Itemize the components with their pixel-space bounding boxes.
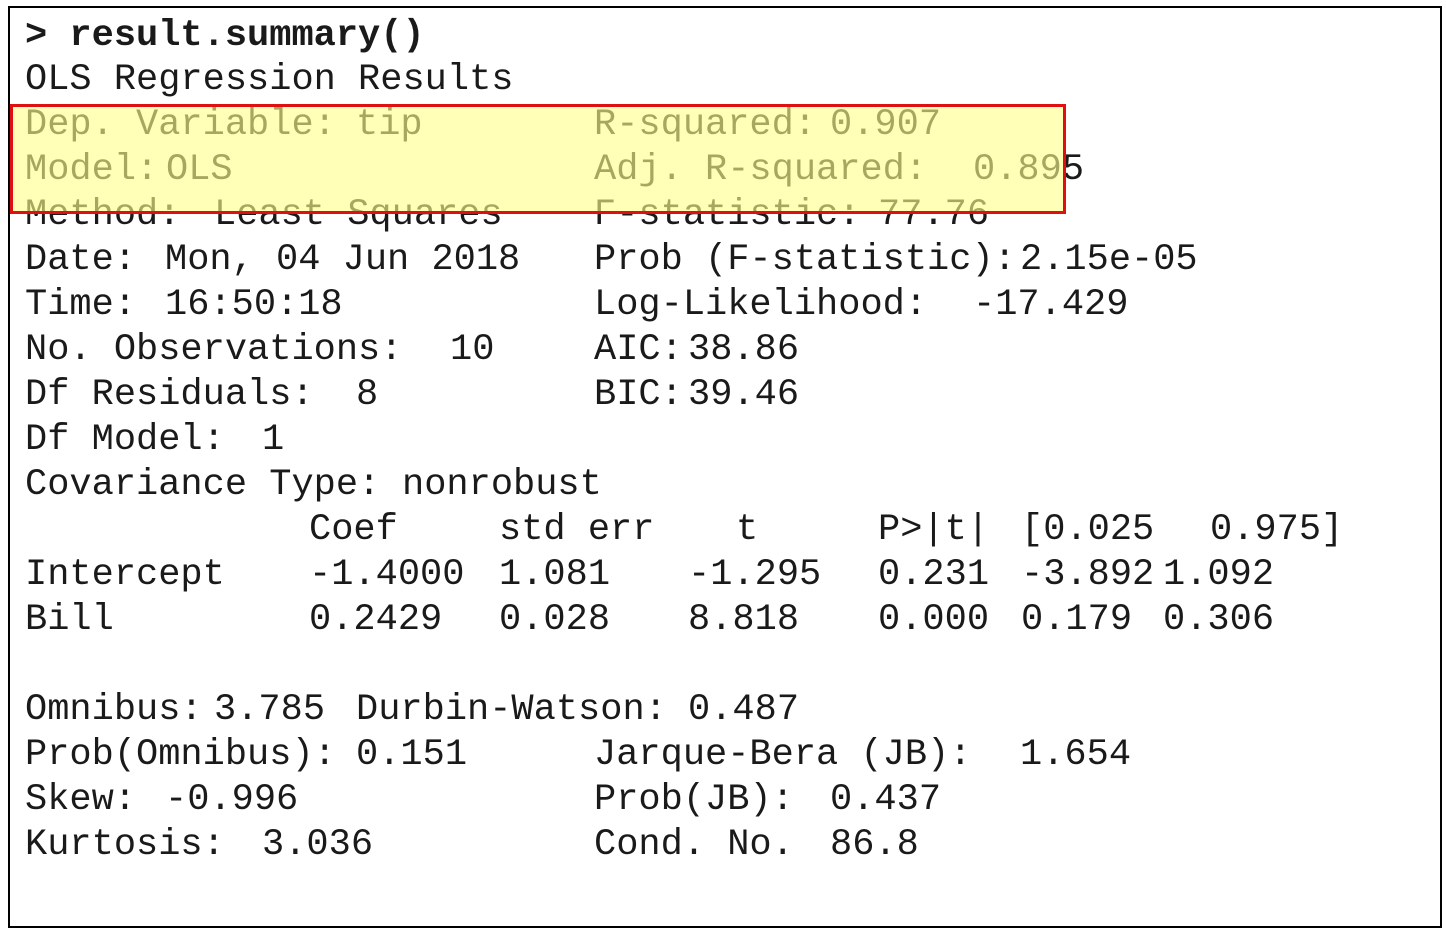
cell: 0.179 [1021,598,1133,641]
column-header: std err [499,508,655,551]
column-header: Coef [309,508,398,551]
summary-value: nonrobust [402,463,602,506]
summary-label: Prob (F-statistic): [594,238,1016,281]
cell: -1.295 [688,553,822,596]
diagnostic-label: Prob(Omnibus): [25,733,336,776]
diagnostic-label: Cond. No. [594,823,794,866]
summary-label: Log-Likelihood: [594,283,928,326]
command: > result.summary() [25,14,425,57]
diagnostic-value: 1.654 [1020,733,1132,776]
summary-value: -17.429 [973,283,1129,326]
summary-value: 2.15e-05 [1020,238,1198,281]
diagnostic-label: Jarque-Bera (JB): [594,733,972,776]
summary-label: Df Model: [25,418,225,461]
cell: 0.231 [878,553,990,596]
diagnostic-value: -0.996 [165,778,299,821]
cell: 0.2429 [309,598,443,641]
column-header: 0.975] [1210,508,1344,551]
summary-value: 8 [356,373,379,416]
diagnostic-value: 0.437 [830,778,942,821]
row-name: Intercept [25,553,225,596]
summary-label: Df Residuals: [25,373,314,416]
summary-value: 16:50:18 [165,283,343,326]
cell: -3.892 [1021,553,1155,596]
cell: 8.818 [688,598,800,641]
summary-label: Covariance Type: [25,463,381,506]
column-header: [0.025 [1021,508,1155,551]
cell: 0.028 [499,598,611,641]
cell: -1.4000 [309,553,465,596]
diagnostic-value: 0.151 [356,733,468,776]
cell: 0.306 [1163,598,1275,641]
diagnostic-label: Kurtosis: [25,823,225,866]
summary-label: No. Observations: [25,328,403,371]
summary-value: 1 [262,418,285,461]
cell: 0.000 [878,598,990,641]
frame [8,6,1442,928]
summary-value: 38.86 [688,328,800,371]
summary-label: Date: [25,238,137,281]
diagnostic-value: 86.8 [830,823,919,866]
column-header: P>|t| [878,508,990,551]
summary-label: Time: [25,283,137,326]
summary-label: BIC: [594,373,683,416]
column-header: t [736,508,759,551]
cell: 1.081 [499,553,611,596]
diagnostic-value: 0.487 [688,688,800,731]
diagnostic-label: Omnibus: [25,688,203,731]
summary-value: 39.46 [688,373,800,416]
cell: 1.092 [1163,553,1275,596]
row-name: Bill [25,598,114,641]
title: OLS Regression Results [25,58,514,101]
diagnostic-label: Skew: [25,778,137,821]
summary-label: AIC: [594,328,683,371]
summary-value: 10 [450,328,495,371]
diagnostic-label: Durbin-Watson: [356,688,667,731]
summary-value: Mon, 04 Jun 2018 [165,238,521,281]
highlight-box [10,104,1066,214]
diagnostic-value: 3.036 [262,823,374,866]
diagnostic-value: 3.785 [214,688,326,731]
diagnostic-label: Prob(JB): [594,778,794,821]
